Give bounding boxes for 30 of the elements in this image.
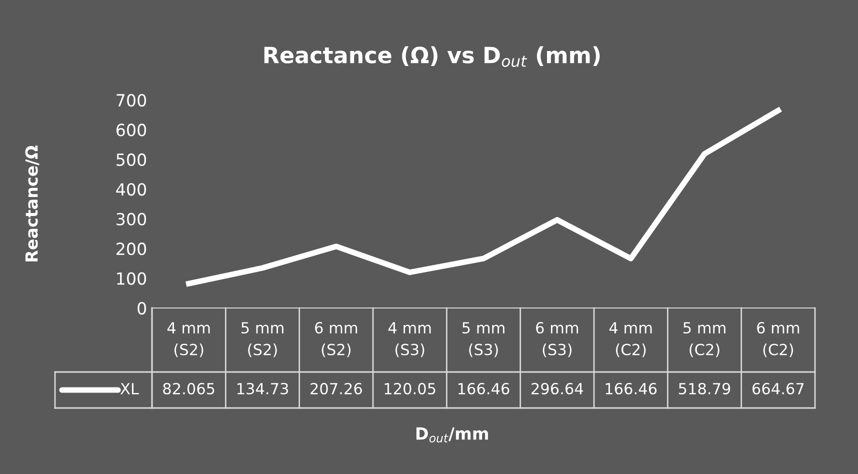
data-label: 120.05 — [384, 382, 436, 394]
data-label: 166.46 — [606, 382, 657, 394]
y-tick-label: 100 — [117, 272, 146, 285]
y-tick-label: 300 — [116, 212, 146, 226]
x-tick-label: 4 mm (S3) — [388, 322, 431, 358]
x-axis-title: D$_{out}$/mm — [416, 427, 488, 442]
data-label: 82.065 — [163, 382, 214, 394]
data-label: 296.64 — [532, 382, 584, 394]
data-label: 518.79 — [678, 382, 730, 394]
data-label: 166.46 — [458, 382, 510, 394]
x-tick-label: 5 mm (C2) — [684, 322, 726, 358]
y-tick-label: 0 — [138, 302, 146, 315]
data-label: 664.67 — [752, 382, 804, 394]
legend-label: XL — [120, 383, 139, 394]
x-tick-label: 6 mm (C2) — [757, 322, 800, 358]
x-tick-label: 4 mm (C2) — [609, 322, 652, 358]
x-tick-label: 4 mm (S2) — [167, 322, 210, 358]
data-label: 134.73 — [237, 382, 288, 394]
y-tick-label: 400 — [116, 183, 146, 196]
y-axis-title: Reactance/Ω — [25, 146, 40, 262]
chart-title: Reactance (Ω) vs D$_{out}$ (mm) — [264, 46, 600, 67]
x-tick-label: 5 mm (S2) — [242, 322, 284, 358]
x-tick-label: 6 mm (S3) — [536, 322, 578, 358]
y-tick-label: 500 — [116, 153, 146, 166]
x-tick-label: 6 mm (S2) — [315, 322, 358, 358]
data-label: 207.26 — [310, 382, 362, 394]
y-tick-label: 200 — [116, 242, 146, 256]
y-tick-label: 700 — [116, 94, 146, 107]
x-tick-label: 5 mm (S3) — [462, 322, 504, 358]
y-tick-label: 600 — [116, 124, 146, 136]
